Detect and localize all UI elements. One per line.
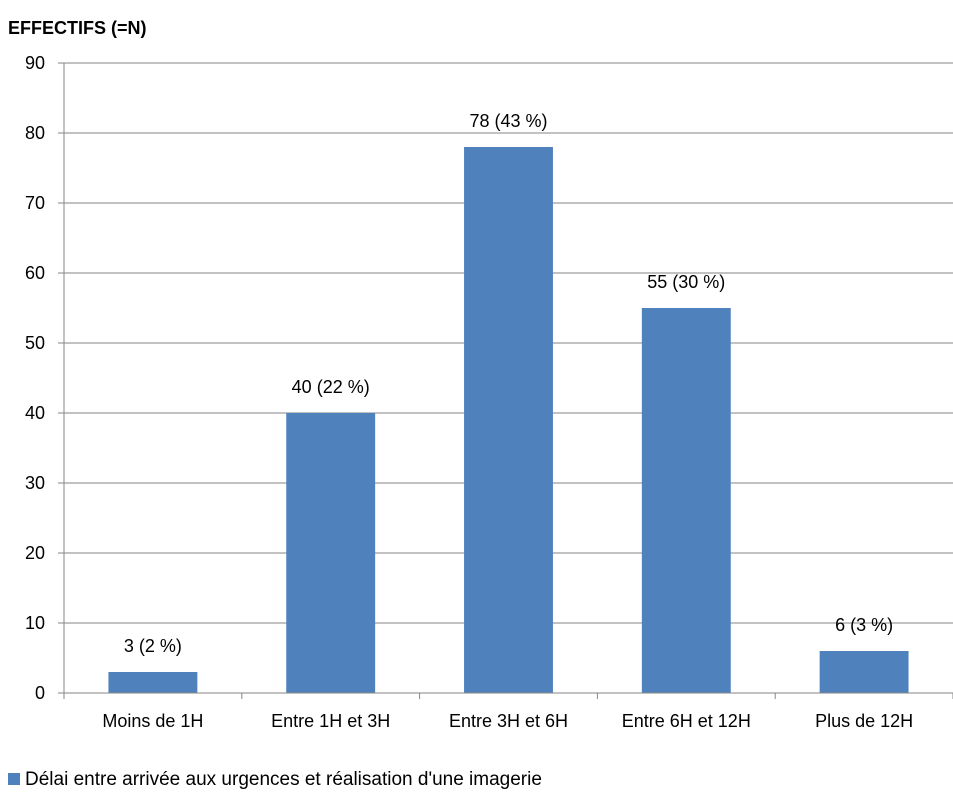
bar — [286, 413, 376, 693]
data-label: 78 (43 %) — [469, 111, 547, 131]
axes — [63, 63, 953, 699]
y-tick-label: 50 — [25, 333, 45, 353]
y-tick-label: 10 — [25, 613, 45, 633]
x-tick-label: Entre 6H et 12H — [622, 711, 751, 731]
data-label: 40 (22 %) — [292, 377, 370, 397]
legend-label: Délai entre arrivée aux urgences et réal… — [25, 769, 542, 790]
y-tick-label: 40 — [25, 403, 45, 423]
y-tick-label: 60 — [25, 263, 45, 283]
bar — [641, 308, 731, 693]
bar — [464, 147, 553, 693]
y-tick-label: 0 — [35, 683, 45, 703]
bars — [108, 147, 909, 693]
legend: Délai entre arrivée aux urgences et réal… — [8, 769, 542, 790]
bar — [819, 651, 909, 693]
y-axis-title: EFFECTIFS (=N) — [8, 18, 147, 38]
x-tick-label: Plus de 12H — [815, 711, 913, 731]
y-tick-label: 30 — [25, 473, 45, 493]
x-tick-label: Entre 1H et 3H — [271, 711, 390, 731]
legend-swatch — [8, 773, 20, 785]
y-tick-label: 90 — [25, 53, 45, 73]
y-tick-label: 20 — [25, 543, 45, 563]
x-tick-label: Entre 3H et 6H — [449, 711, 568, 731]
data-labels: 3 (2 %) Moins de 1H 40 (22 %) Entre 1H et 3… — [102, 111, 913, 731]
y-tick-label: 80 — [25, 123, 45, 143]
y-tick-label: 70 — [25, 193, 45, 213]
data-label: 6 (3 %) — [835, 615, 893, 635]
bar — [108, 672, 198, 693]
data-label: 3 (2 %) — [124, 636, 182, 656]
data-label: 55 (30 %) — [647, 272, 725, 292]
x-tick-label: Moins de 1H — [102, 711, 203, 731]
